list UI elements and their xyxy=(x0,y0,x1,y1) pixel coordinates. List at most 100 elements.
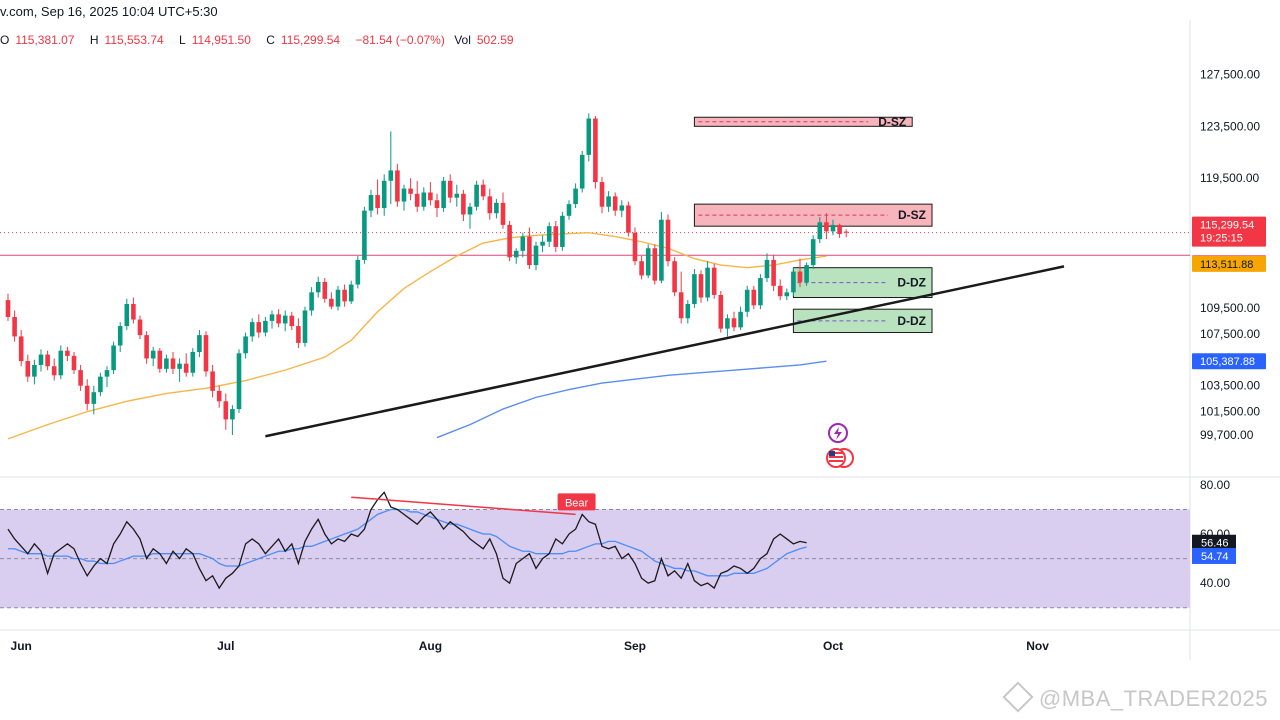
candle-13 xyxy=(91,385,97,415)
candle-body xyxy=(711,267,717,295)
candle-68 xyxy=(454,184,460,207)
candle-89 xyxy=(593,115,598,189)
candle-body xyxy=(685,304,691,319)
candle-body xyxy=(725,318,730,329)
candle-body xyxy=(150,350,156,359)
candle-61 xyxy=(408,178,413,201)
zones: D-SZ D-SZ D-DZ D-DZ xyxy=(693,115,933,334)
candle-body xyxy=(810,239,816,266)
candle-body xyxy=(335,289,341,307)
candle-body xyxy=(342,289,347,302)
candle-120 xyxy=(797,258,803,288)
flash-event-icon[interactable] xyxy=(828,423,848,443)
candle-10 xyxy=(71,351,77,375)
candle-body xyxy=(566,204,572,216)
candle-79 xyxy=(527,227,532,269)
candle-105 xyxy=(698,270,704,303)
candle-27 xyxy=(183,353,189,377)
candle-90 xyxy=(599,176,605,214)
candle-body xyxy=(263,320,268,333)
candle-124 xyxy=(824,213,829,240)
candle-body xyxy=(817,222,823,240)
us-flag-event-icon[interactable] xyxy=(826,448,854,468)
candle-20 xyxy=(137,315,143,340)
candle-body xyxy=(533,245,539,266)
candle-body xyxy=(197,335,202,352)
candle-body xyxy=(738,311,743,328)
candle-95 xyxy=(632,227,638,266)
rsi-ma-box xyxy=(1192,547,1236,564)
candle-body xyxy=(553,226,559,247)
candle-body xyxy=(38,354,44,365)
candle-body xyxy=(348,284,354,302)
time-tick: Jun xyxy=(11,639,32,653)
candle-body xyxy=(5,300,11,317)
candle-body xyxy=(500,202,506,225)
candle-body xyxy=(302,310,308,343)
candle-29 xyxy=(197,329,202,358)
candle-55 xyxy=(368,189,374,218)
candle-body xyxy=(764,259,770,279)
candle-2 xyxy=(18,329,24,367)
candle-body xyxy=(32,364,37,377)
candle-body xyxy=(177,363,182,369)
price-axis[interactable]: 127,500.00 123,500.00 119,500.00 109,500.00… xyxy=(1192,67,1266,590)
candle-123 xyxy=(817,217,823,244)
candle-50 xyxy=(335,285,341,311)
candle-5 xyxy=(38,349,44,372)
candle-98 xyxy=(652,244,658,285)
candle-19 xyxy=(131,297,136,324)
rsi-tick: 80.00 xyxy=(1200,478,1230,492)
candle-102 xyxy=(678,271,684,324)
candle-17 xyxy=(117,322,123,352)
candle-47 xyxy=(315,276,321,298)
candle-body xyxy=(309,292,314,311)
candle-body xyxy=(117,326,123,346)
candle-body xyxy=(751,289,757,306)
candle-body xyxy=(777,285,783,297)
candle-7 xyxy=(51,358,57,381)
candle-104 xyxy=(692,268,697,308)
candle-113 xyxy=(751,285,757,310)
rsi-value-box xyxy=(1192,534,1236,551)
open-value: 115,381.07 xyxy=(15,33,75,47)
rsi-ma-tag: 54.74 xyxy=(1192,547,1236,564)
candle-body xyxy=(797,271,803,282)
candle-body xyxy=(659,219,664,281)
candle-15 xyxy=(104,366,110,387)
candle-66 xyxy=(441,176,446,212)
price-tick: 107,500.00 xyxy=(1200,327,1260,341)
candle-119 xyxy=(791,267,796,297)
candle-body xyxy=(718,294,724,329)
candle-75 xyxy=(500,192,506,229)
candle-43 xyxy=(289,311,295,330)
candle-body xyxy=(282,315,288,324)
candle-body xyxy=(236,353,242,410)
candle-3 xyxy=(25,354,31,382)
candle-88 xyxy=(586,113,592,162)
candle-body xyxy=(771,259,776,286)
price-tag-countdown: 19:25:15 xyxy=(1200,233,1243,245)
candle-30 xyxy=(203,331,209,377)
candle-62 xyxy=(414,180,420,212)
candle-86 xyxy=(573,183,578,209)
candle-21 xyxy=(144,331,149,364)
candle-body xyxy=(65,350,70,356)
candle-body xyxy=(467,206,473,215)
candle-122 xyxy=(810,235,816,269)
bear-divergence-badge xyxy=(557,493,596,511)
time-axis[interactable]: Jun Jul Aug Sep Oct Nov xyxy=(11,639,1050,653)
candle-body xyxy=(170,358,176,369)
candle-31 xyxy=(210,364,215,398)
candle-126 xyxy=(837,223,842,238)
zone-label: D-DZ xyxy=(897,276,926,290)
candle-body xyxy=(414,193,420,207)
candle-body xyxy=(230,409,235,420)
candle-body xyxy=(98,376,103,393)
candle-6 xyxy=(45,350,50,371)
candle-body xyxy=(494,202,499,214)
candle-body xyxy=(678,292,684,319)
high-label: H xyxy=(89,33,99,47)
candle-body xyxy=(540,241,545,246)
